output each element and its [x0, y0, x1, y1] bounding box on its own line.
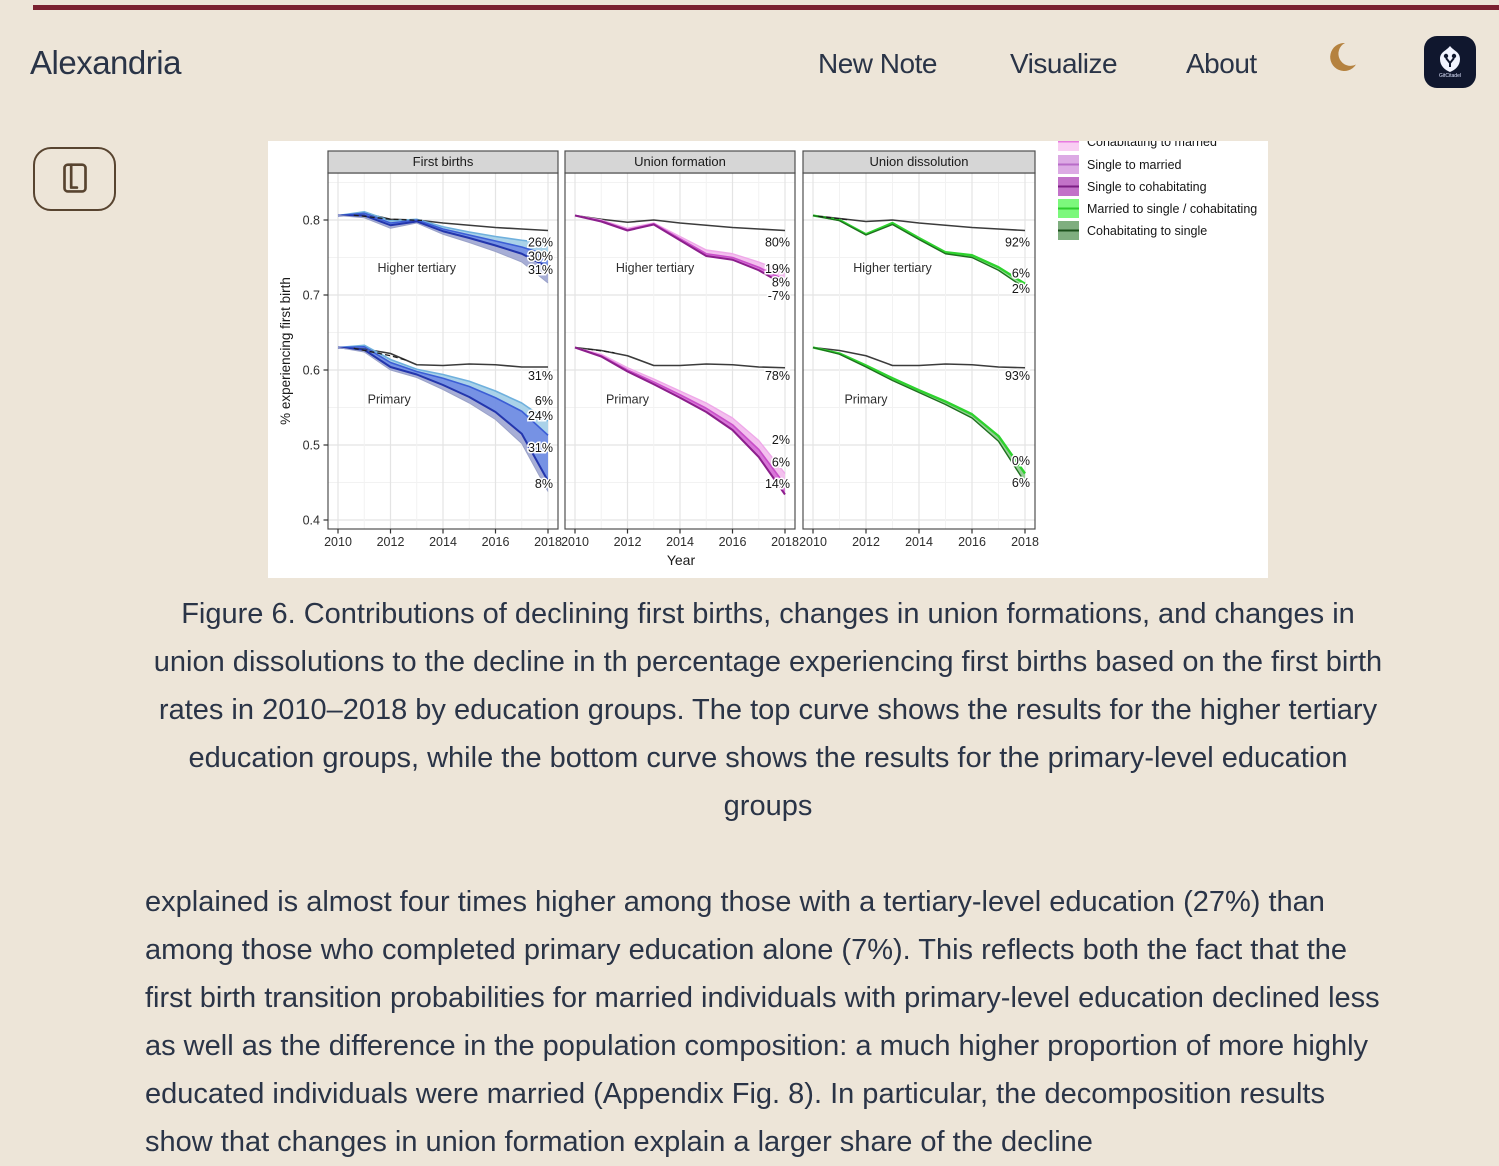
svg-text:Higher tertiary: Higher tertiary	[853, 261, 932, 275]
svg-text:Primary: Primary	[844, 392, 888, 406]
gitcitadel-app-button[interactable]: GitCitadel	[1424, 36, 1476, 88]
svg-text:2012: 2012	[377, 535, 405, 549]
svg-text:Higher tertiary: Higher tertiary	[616, 261, 695, 275]
svg-text:31%: 31%	[528, 369, 553, 383]
top-accent-line	[33, 5, 1499, 10]
svg-text:2018: 2018	[1011, 535, 1039, 549]
svg-text:2%: 2%	[1012, 282, 1030, 296]
svg-text:Single to cohabitating: Single to cohabitating	[1087, 180, 1207, 194]
svg-text:0.7: 0.7	[303, 289, 320, 303]
svg-text:8%: 8%	[772, 275, 790, 289]
reader-view-button[interactable]	[33, 147, 116, 211]
nav-visualize[interactable]: Visualize	[1010, 48, 1118, 79]
book-icon	[62, 163, 87, 193]
svg-text:Cohabitating to single: Cohabitating to single	[1087, 224, 1207, 238]
svg-text:31%: 31%	[528, 263, 553, 277]
svg-text:8%: 8%	[535, 477, 553, 491]
svg-text:2%: 2%	[772, 433, 790, 447]
svg-text:2012: 2012	[614, 535, 642, 549]
svg-text:6%: 6%	[1012, 266, 1030, 280]
figure-chart-svg: 26%30%31%Higher tertiary31%6%24%31%8%Pri…	[278, 141, 1257, 568]
svg-text:2010: 2010	[324, 535, 352, 549]
svg-text:2014: 2014	[666, 535, 694, 549]
theme-toggle-button[interactable]	[1322, 40, 1358, 76]
svg-text:2010: 2010	[561, 535, 589, 549]
svg-text:Higher tertiary: Higher tertiary	[378, 261, 457, 275]
nav-about[interactable]: About	[1186, 48, 1257, 79]
svg-text:Primary: Primary	[606, 392, 650, 406]
svg-text:Primary: Primary	[368, 392, 412, 406]
figure-caption: Figure 6. Contributions of declining fir…	[153, 598, 1383, 822]
svg-text:2018: 2018	[771, 535, 799, 549]
svg-text:0.6: 0.6	[303, 364, 320, 378]
svg-text:2016: 2016	[958, 535, 986, 549]
svg-text:19%: 19%	[765, 262, 790, 276]
svg-text:0.4: 0.4	[303, 514, 320, 528]
svg-text:80%: 80%	[765, 236, 790, 250]
svg-text:0%: 0%	[1012, 454, 1030, 468]
svg-text:Cohabitating to married: Cohabitating to married	[1087, 141, 1217, 149]
svg-text:2010: 2010	[799, 535, 827, 549]
svg-text:First births: First births	[413, 154, 474, 169]
svg-text:6%: 6%	[772, 455, 790, 469]
app-title[interactable]: Alexandria	[30, 44, 181, 81]
svg-text:% experiencing first birth: % experiencing first birth	[278, 277, 293, 425]
svg-text:6%: 6%	[535, 394, 553, 408]
svg-text:92%: 92%	[1005, 236, 1030, 250]
figure-image: 26% 30% 31% Higher tertiary 31% 6% 24% 31% 8% Pri…	[268, 141, 1268, 578]
svg-text:6%: 6%	[1012, 476, 1030, 490]
svg-text:2012: 2012	[852, 535, 880, 549]
svg-text:Union dissolution: Union dissolution	[869, 154, 968, 169]
svg-text:2016: 2016	[482, 535, 510, 549]
svg-text:-7%: -7%	[768, 289, 790, 303]
moon-icon	[1330, 42, 1356, 71]
svg-text:Single to married: Single to married	[1087, 158, 1182, 172]
nav-new-note[interactable]: New Note	[818, 48, 937, 79]
gitcitadel-shield-icon	[1440, 46, 1460, 72]
svg-text:93%: 93%	[1005, 369, 1030, 383]
svg-text:26%: 26%	[528, 236, 553, 250]
svg-text:Year: Year	[667, 552, 696, 568]
svg-text:0.8: 0.8	[303, 214, 320, 228]
svg-text:Union formation: Union formation	[634, 154, 726, 169]
svg-text:2014: 2014	[905, 535, 933, 549]
svg-text:31%: 31%	[528, 441, 553, 455]
svg-text:78%: 78%	[765, 369, 790, 383]
gitcitadel-label: GitCitadel	[1439, 73, 1461, 79]
svg-text:Married to single / cohabitati: Married to single / cohabitating	[1087, 202, 1257, 216]
svg-text:2014: 2014	[429, 535, 457, 549]
svg-text:2016: 2016	[719, 535, 747, 549]
svg-text:0.5: 0.5	[303, 439, 320, 453]
svg-text:30%: 30%	[528, 249, 553, 263]
svg-text:14%: 14%	[765, 477, 790, 491]
svg-text:24%: 24%	[528, 409, 553, 423]
svg-text:2018: 2018	[534, 535, 562, 549]
article-paragraph: explained is almost four times higher am…	[145, 886, 1380, 1158]
